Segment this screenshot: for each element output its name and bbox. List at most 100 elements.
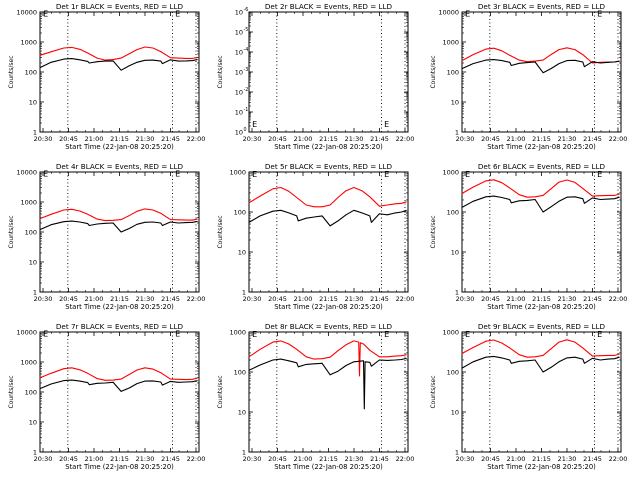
events-point xyxy=(510,65,512,66)
lld-point xyxy=(534,60,536,62)
event-marker-label: E xyxy=(465,170,470,179)
x-tick-label: 20:45 xyxy=(59,295,78,303)
lld-point xyxy=(152,368,154,370)
panel-5: Det 5r BLACK = Events, RED = LLD 1 10 100 10… xyxy=(217,162,414,311)
lld-point xyxy=(518,194,520,196)
series-events-line xyxy=(248,357,407,410)
events-point xyxy=(584,66,585,68)
events-point xyxy=(162,225,163,226)
events-point xyxy=(321,362,323,364)
lld-point xyxy=(461,353,463,354)
events-point xyxy=(192,60,194,61)
y-tick-label: 10 xyxy=(235,29,243,37)
plot-frame xyxy=(461,11,622,133)
x-tick-label: 22:00 xyxy=(396,295,415,303)
x-tick-label: 21:30 xyxy=(345,135,364,143)
events-point xyxy=(96,382,98,384)
y-tick-exponent: -6 xyxy=(244,7,249,13)
x-tick-label: 21:15 xyxy=(319,135,338,143)
y-tick-label: 100 xyxy=(234,209,246,217)
lld-point xyxy=(592,62,593,64)
events-point xyxy=(542,211,544,213)
lld-point xyxy=(39,54,41,56)
lld-point xyxy=(607,355,609,356)
events-point xyxy=(337,370,339,372)
event-marker-label: E xyxy=(465,9,470,18)
x-tick-label: 21:00 xyxy=(85,455,104,463)
panel-title: Det 4r BLACK = Events, RED = LLD xyxy=(56,162,184,171)
x-axis-label: Start Time (22-Jan-08 20:25:20) xyxy=(65,463,174,471)
events-point xyxy=(104,222,106,224)
events-point xyxy=(337,220,339,222)
events-point xyxy=(272,359,274,361)
x-tick-label: 20:30 xyxy=(456,295,475,303)
lld-point xyxy=(353,340,355,342)
events-point xyxy=(394,359,396,361)
x-tick-label: 21:00 xyxy=(294,135,313,143)
x-tick-label: 20:30 xyxy=(34,135,53,143)
lld-point xyxy=(71,208,73,210)
lld-point xyxy=(170,57,171,59)
events-point xyxy=(87,61,89,62)
series-events-line xyxy=(461,59,620,74)
y-tick-exponent: -3 xyxy=(244,67,249,73)
events-point xyxy=(518,62,520,64)
events-point xyxy=(160,60,162,62)
x-tick-label: 20:30 xyxy=(243,455,262,463)
events-point xyxy=(177,60,179,62)
y-tick-label: 10 xyxy=(451,249,459,257)
panel-title: Det 9r BLACK = Events, RED = LLD xyxy=(478,322,606,331)
lld-point xyxy=(558,49,560,50)
events-point xyxy=(120,231,122,233)
events-point xyxy=(363,360,364,362)
lld-point xyxy=(592,355,593,357)
lld-point xyxy=(321,358,323,360)
lld-point xyxy=(472,54,474,55)
events-point xyxy=(185,222,187,224)
events-point xyxy=(582,358,584,360)
panel-title: Det 5r BLACK = Events, RED = LLD xyxy=(265,162,393,171)
events-point xyxy=(152,221,154,223)
lld-point xyxy=(329,356,331,358)
events-point xyxy=(619,196,620,198)
lld-point xyxy=(379,205,380,207)
lld-point xyxy=(192,378,194,380)
events-point xyxy=(144,59,146,61)
events-point xyxy=(288,360,290,362)
lld-point xyxy=(112,219,114,221)
events-point xyxy=(87,382,89,383)
x-tick-label: 21:30 xyxy=(558,455,577,463)
x-tick-label: 21:30 xyxy=(136,455,155,463)
lld-point xyxy=(128,215,130,217)
event-marker-label: E xyxy=(175,169,180,178)
lld-point xyxy=(50,372,52,374)
lld-point xyxy=(542,59,544,61)
events-point xyxy=(614,358,615,360)
events-point xyxy=(493,195,495,197)
events-point xyxy=(192,221,194,223)
events-point xyxy=(550,367,552,368)
lld-point xyxy=(361,190,363,192)
y-axis-label: Counts/sec xyxy=(430,375,437,408)
lld-point xyxy=(144,46,146,48)
x-tick-label: 21:45 xyxy=(370,455,389,463)
lld-point xyxy=(329,204,331,206)
x-tick-label: 20:45 xyxy=(59,455,78,463)
lld-point xyxy=(248,202,250,204)
x-tick-label: 21:15 xyxy=(110,455,129,463)
events-point xyxy=(170,221,171,223)
lld-point xyxy=(185,379,187,380)
x-tick-label: 21:30 xyxy=(136,135,155,143)
events-point xyxy=(63,58,65,60)
events-point xyxy=(313,216,315,218)
lld-point xyxy=(96,378,98,379)
x-tick-label: 20:30 xyxy=(34,455,53,463)
y-tick-exponent: 0 xyxy=(244,127,247,133)
events-point xyxy=(177,381,179,383)
lld-point xyxy=(518,59,520,61)
events-point xyxy=(485,356,487,358)
y-tick-label: 1 xyxy=(455,449,459,457)
events-point xyxy=(461,367,463,369)
y-tick-label: 10 xyxy=(29,99,37,107)
events-point xyxy=(485,59,487,61)
